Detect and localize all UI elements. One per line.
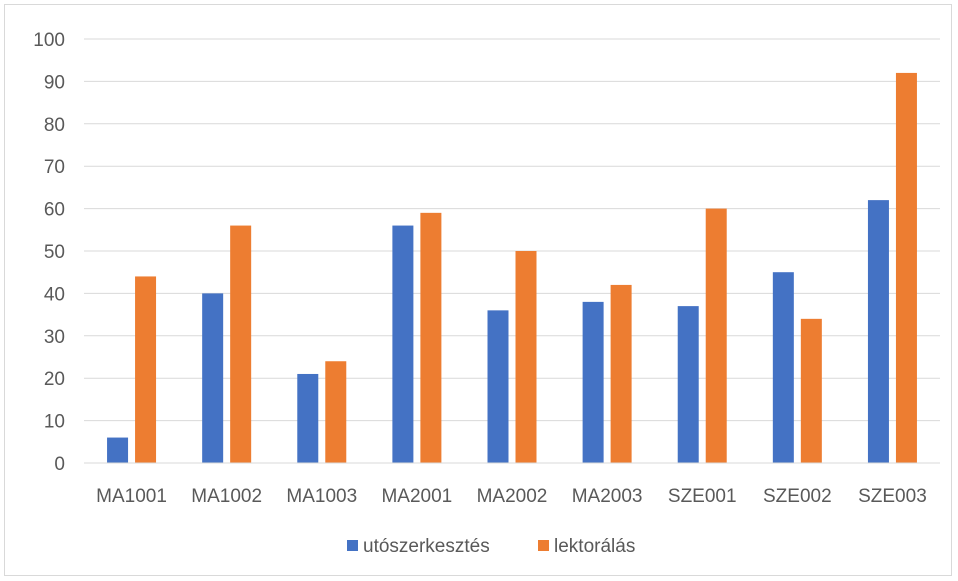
legend: utószerkesztés lektorálás	[347, 536, 635, 557]
bar-utoszerkesztes-ma2001	[392, 225, 414, 463]
legend-label: lektorálás	[554, 536, 635, 557]
bar-lektoralas-ma2003	[610, 284, 632, 463]
y-tick-label: 0	[54, 454, 65, 475]
bar-utoszerkesztes-ma2003	[582, 301, 604, 463]
legend-label: utószerkesztés	[363, 536, 490, 557]
chart-frame: 0 10 20 30 40 50 60 70 80 90 100 MA1001 MA1002 MA100…	[4, 4, 952, 576]
legend-swatch	[538, 540, 549, 551]
y-tick-label: 30	[44, 327, 65, 348]
x-tick-label: MA2002	[477, 486, 548, 507]
y-tick-label: 80	[44, 115, 65, 136]
bar-lektoralas-ma2001	[420, 212, 442, 463]
x-tick-label: SZE003	[858, 486, 927, 507]
bar-lektoralas-sze001	[705, 208, 727, 463]
y-axis-tick-labels: 0 10 20 30 40 50 60 70 80 90 100	[33, 30, 65, 475]
bar-lektoralas-ma2002	[515, 251, 537, 463]
y-tick-label: 100	[33, 30, 65, 51]
x-tick-label: MA2003	[572, 486, 643, 507]
x-tick-label: MA1002	[191, 486, 262, 507]
y-tick-label: 90	[44, 72, 65, 93]
bar-utoszerkesztes-sze001	[677, 306, 699, 463]
x-tick-label: SZE002	[763, 486, 832, 507]
bar-utoszerkesztes-ma1002	[202, 293, 224, 463]
bar-lektoralas-ma1001	[135, 276, 157, 463]
bar-utoszerkesztes-ma1001	[107, 437, 129, 463]
gridlines	[84, 38, 940, 422]
y-tick-label: 70	[44, 157, 65, 178]
y-tick-label: 10	[44, 412, 65, 433]
y-tick-label: 60	[44, 200, 65, 221]
bars	[107, 72, 917, 464]
y-tick-label: 40	[44, 284, 65, 305]
y-tick-label: 50	[44, 242, 65, 263]
bar-utoszerkesztes-sze002	[772, 272, 794, 463]
x-axis-tick-labels: MA1001 MA1002 MA1003 MA2001 MA2002 MA2003 SZE0…	[96, 486, 927, 507]
bar-lektoralas-ma1002	[230, 225, 252, 463]
y-tick-label: 20	[44, 369, 65, 390]
bar-utoszerkesztes-ma2002	[487, 310, 509, 463]
x-tick-label: MA2001	[381, 486, 452, 507]
x-tick-label: SZE001	[668, 486, 737, 507]
x-tick-label: MA1003	[286, 486, 357, 507]
bar-utoszerkesztes-ma1003	[297, 373, 319, 463]
bar-lektoralas-sze003	[895, 72, 917, 464]
x-tick-label: MA1001	[96, 486, 167, 507]
bar-lektoralas-sze002	[800, 318, 822, 463]
legend-swatch	[347, 540, 358, 551]
bar-utoszerkesztes-sze003	[867, 200, 889, 463]
bar-lektoralas-ma1003	[325, 361, 347, 463]
